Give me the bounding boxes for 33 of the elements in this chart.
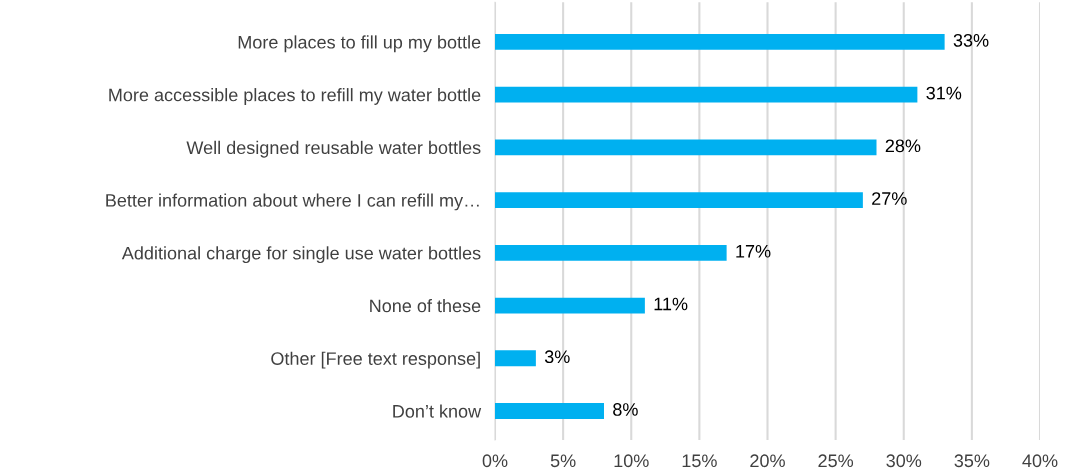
- bar: [495, 86, 918, 103]
- x-tick-label: 30%: [886, 454, 922, 468]
- bar: [495, 350, 536, 367]
- bar: [495, 297, 645, 314]
- x-tick-label: 25%: [818, 454, 854, 468]
- bar: [495, 192, 863, 208]
- y-tick-label: Additional charge for single use water bottles: [121, 246, 481, 264]
- x-tick-label: 20%: [750, 454, 785, 468]
- y-tick-label: None of these: [370, 299, 481, 313]
- y-tick-label: Other [Free text response]: [271, 351, 480, 369]
- bar: [495, 139, 877, 156]
- bar: [495, 403, 604, 419]
- bar: [495, 244, 727, 261]
- data-label: 28%: [885, 139, 921, 153]
- x-tick-label: 0%: [482, 454, 508, 468]
- data-label: 31%: [926, 86, 962, 100]
- data-label: 27%: [872, 192, 907, 205]
- data-label: 11%: [654, 297, 688, 311]
- bar: [495, 33, 945, 50]
- x-tick-label: 35%: [954, 454, 990, 468]
- y-tick-label: Don’t know: [393, 404, 482, 418]
- data-label: 8%: [613, 403, 638, 416]
- data-label: 33%: [953, 33, 989, 47]
- data-label: 17%: [736, 244, 771, 258]
- y-tick-label: More places to fill up my bottle: [238, 35, 481, 53]
- x-tick-label: 10%: [614, 454, 649, 468]
- y-tick-label: Better information about where I can refill my…: [106, 193, 479, 211]
- x-tick-label: 5%: [550, 454, 576, 468]
- data-label: 3%: [544, 350, 570, 364]
- y-tick-label: More accessible places to refill my water bottle: [109, 88, 481, 105]
- x-tick-label: 15%: [682, 454, 717, 468]
- x-tick-label: 40%: [1022, 454, 1058, 468]
- y-tick-label: Well designed reusable water bottles: [186, 140, 481, 158]
